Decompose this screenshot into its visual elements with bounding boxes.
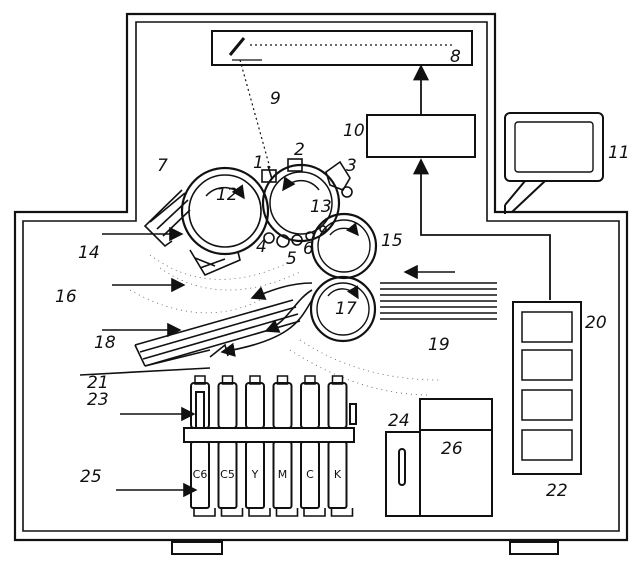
cartridge-label-c: C (306, 468, 314, 481)
pressure-roller-17 (309, 275, 377, 343)
label-18: 18 (94, 333, 116, 353)
label-26: 26 (441, 439, 463, 459)
label-25: 25 (80, 467, 102, 487)
label-3: 3 (346, 156, 357, 176)
waste-container-24 (385, 431, 421, 517)
toner-cartridges: C6 C5 Y M C K (190, 375, 354, 517)
toner-cartridge-m: M (272, 375, 299, 517)
label-10: 10 (343, 121, 365, 141)
label-1: 1 (253, 153, 264, 173)
label-8: 8 (450, 47, 461, 67)
controller-box (366, 114, 476, 158)
machine-feet (171, 541, 559, 555)
label-2: 2 (294, 140, 305, 160)
transfer-drum-12 (180, 166, 270, 256)
label-7: 7 (157, 156, 168, 176)
label-20: 20 (585, 313, 607, 333)
photoconductor-drum-13 (261, 163, 341, 243)
cartridge-label-c5: C5 (220, 468, 235, 481)
toner-reservoir-26 (419, 398, 493, 517)
toner-cartridge-c5: C5 (217, 375, 244, 517)
label-17: 17 (335, 299, 357, 319)
label-14: 14 (78, 243, 100, 263)
laser-scanner-unit (211, 30, 473, 66)
reference-numerals: 1 2 3 4 5 6 7 8 9 10 11 12 13 14 15 16 1… (55, 47, 630, 501)
label-4: 4 (256, 237, 267, 257)
paper-stack-icon (380, 282, 497, 320)
label-21: 21 (87, 373, 109, 393)
fusing-roller-15 (310, 212, 378, 280)
label-22: 22 (546, 481, 568, 501)
spray-lines (129, 254, 441, 396)
label-15: 15 (381, 231, 403, 251)
label-12: 12 (216, 185, 238, 205)
machine-housing (13, 12, 629, 542)
toner-cartridge-y: Y (245, 375, 271, 517)
cartridge-label-c6: C6 (193, 468, 208, 481)
paper-path-arrows (209, 282, 313, 358)
leader-arrows (79, 165, 273, 498)
label-6: 6 (303, 239, 314, 259)
laser-mirror-icon (228, 37, 246, 56)
label-23: 23 (87, 390, 109, 410)
color-module (512, 301, 582, 475)
label-11: 11 (608, 143, 630, 163)
label-5: 5 (286, 249, 297, 269)
toner-cartridge-c: C (300, 375, 326, 517)
toner-cartridge-c6: C6 (190, 375, 216, 517)
cartridge-label-y: Y (251, 468, 259, 481)
developing-unit-7 (143, 189, 241, 277)
toner-cartridge-k: K (327, 375, 354, 517)
signal-line-20-to-10 (412, 158, 551, 300)
cartridge-label-m: M (278, 468, 288, 481)
monitor-icon (504, 112, 604, 214)
label-9: 9 (270, 89, 281, 109)
output-tray-18 (134, 299, 301, 367)
laser-beam-path (239, 59, 271, 169)
drum-rotation-arrow-icon (205, 184, 245, 200)
charger-components (261, 158, 353, 248)
label-24: 24 (388, 411, 410, 431)
label-13: 13 (310, 197, 332, 217)
label-19: 19 (428, 335, 450, 355)
label-16: 16 (55, 287, 77, 307)
cartridge-label-k: K (334, 468, 342, 481)
